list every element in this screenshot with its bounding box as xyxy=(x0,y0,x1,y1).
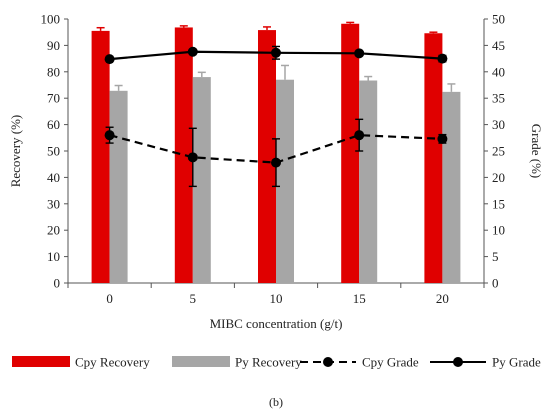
x-tick-label: 5 xyxy=(190,291,197,306)
right-tick-label: 25 xyxy=(492,144,505,159)
cpy-recovery-bar xyxy=(341,23,360,283)
left-tick-label: 40 xyxy=(47,170,60,185)
legend: Cpy Recovery Py Recovery Cpy Grade Py Grade xyxy=(12,355,541,370)
figure-caption: (b) xyxy=(269,395,283,409)
x-tick-labels: 0 5 10 15 20 xyxy=(67,283,485,306)
y-axis-label: Recovery (%) xyxy=(8,115,23,188)
cpy-recovery-bar xyxy=(91,30,110,283)
right-tick-label: 35 xyxy=(492,91,505,106)
y2-axis-label: Grade (%) xyxy=(529,124,544,179)
right-tick-label: 20 xyxy=(492,170,505,185)
legend-swatch-py-recovery xyxy=(172,356,230,367)
cpy-recovery-bar xyxy=(258,30,276,284)
x-axis-label: MIBC concentration (g/t) xyxy=(210,316,343,331)
py-grade-point xyxy=(271,47,281,58)
legend-label-cpy-recovery: Cpy Recovery xyxy=(75,355,150,370)
cpy-grade-point xyxy=(104,130,115,141)
py-recovery-bar xyxy=(109,90,128,283)
cpy-recovery-bar xyxy=(424,33,443,284)
py-recovery-bar xyxy=(276,79,294,283)
right-tick-label: 30 xyxy=(492,117,505,132)
cpy-grade-point xyxy=(437,133,448,144)
left-tick-label: 80 xyxy=(47,64,60,79)
py-grade-point xyxy=(104,54,115,65)
x-tick-label: 15 xyxy=(353,291,366,306)
legend-label-py-grade: Py Grade xyxy=(492,355,541,370)
left-tick-label: 60 xyxy=(47,117,60,132)
x-tick-label: 10 xyxy=(270,291,283,306)
cpy-grade-point xyxy=(271,157,281,168)
left-tick-label: 0 xyxy=(54,276,61,291)
bar-marks xyxy=(91,21,461,284)
right-tick-label: 50 xyxy=(492,12,505,27)
cpy-grade-point xyxy=(187,152,198,163)
legend-label-py-recovery: Py Recovery xyxy=(235,355,302,370)
left-tick-label: 10 xyxy=(47,249,60,264)
left-tick-label: 30 xyxy=(47,196,60,211)
cpy-recovery-bar xyxy=(174,27,193,284)
py-recovery-bar xyxy=(442,91,461,283)
right-tick-label: 5 xyxy=(492,249,499,264)
right-tick-label: 40 xyxy=(492,64,505,79)
legend-marker-cpy-grade xyxy=(323,357,333,367)
left-tick-label: 90 xyxy=(47,38,60,53)
py-grade-point xyxy=(187,46,198,57)
line-marks xyxy=(104,45,448,188)
cpy-grade-point xyxy=(354,130,365,141)
right-tick-label: 45 xyxy=(492,38,505,53)
right-tick-label: 10 xyxy=(492,223,505,238)
py-recovery-bar xyxy=(359,80,378,284)
left-tick-labels: 0 10 20 30 40 50 60 70 80 90 100 xyxy=(41,12,68,291)
right-tick-labels: 0 5 10 15 20 25 30 35 40 45 50 xyxy=(484,12,505,291)
left-tick-label: 50 xyxy=(47,144,60,159)
legend-label-cpy-grade: Cpy Grade xyxy=(362,355,419,370)
legend-marker-py-grade xyxy=(453,357,463,367)
py-grade-point xyxy=(354,48,365,59)
left-tick-label: 70 xyxy=(47,91,60,106)
x-tick-label: 20 xyxy=(436,291,449,306)
right-tick-label: 15 xyxy=(492,196,505,211)
py-recovery-bar xyxy=(192,77,211,283)
left-tick-label: 20 xyxy=(47,223,60,238)
legend-swatch-cpy-recovery xyxy=(12,356,70,367)
right-tick-label: 0 xyxy=(492,276,499,291)
py-grade-point xyxy=(437,53,448,64)
x-tick-label: 0 xyxy=(106,291,113,306)
left-tick-label: 100 xyxy=(41,12,61,27)
